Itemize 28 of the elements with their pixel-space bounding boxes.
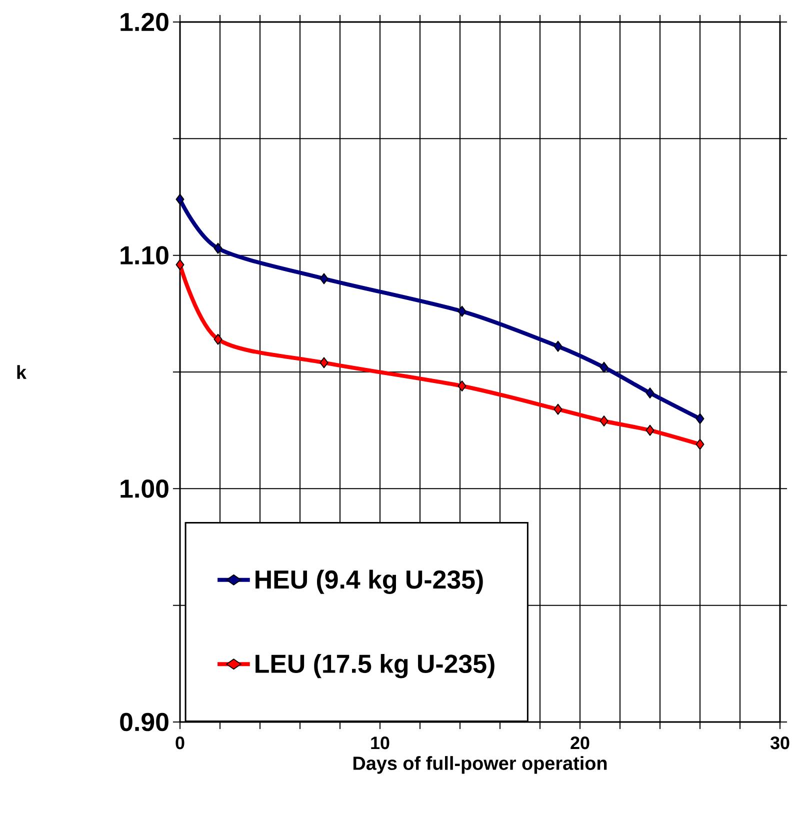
point: [554, 340, 562, 352]
legend-label: LEU (17.5 kg U-235): [256, 654, 494, 678]
point: [176, 259, 184, 270]
point: [600, 362, 608, 373]
x-tick-label: 30: [770, 736, 790, 750]
x-tick-label: 10: [371, 736, 390, 750]
point: [554, 404, 562, 415]
point: [600, 415, 608, 426]
y-axis-title: k: [17, 365, 26, 379]
x-tick-label: 20: [570, 736, 590, 750]
legend-label: HEU (9.4 kg U-235): [256, 570, 483, 594]
y-tick-label: 1.00: [120, 479, 168, 498]
point: [646, 387, 654, 398]
point: [696, 413, 704, 424]
point: [696, 438, 704, 450]
point: [214, 242, 222, 254]
point: [320, 273, 328, 284]
point: [646, 424, 654, 436]
y-tick-label: 1.10: [120, 246, 168, 264]
y-tick-label: 1.20: [120, 12, 168, 32]
point: [458, 380, 466, 392]
point: [176, 194, 184, 205]
x-axis-title: Days of full-power operation: [353, 756, 607, 774]
point: [458, 306, 466, 317]
point: [320, 357, 328, 368]
point: [214, 334, 222, 345]
y-tick-label: 0.90: [120, 712, 168, 732]
x-tick-label: 0: [176, 736, 184, 750]
